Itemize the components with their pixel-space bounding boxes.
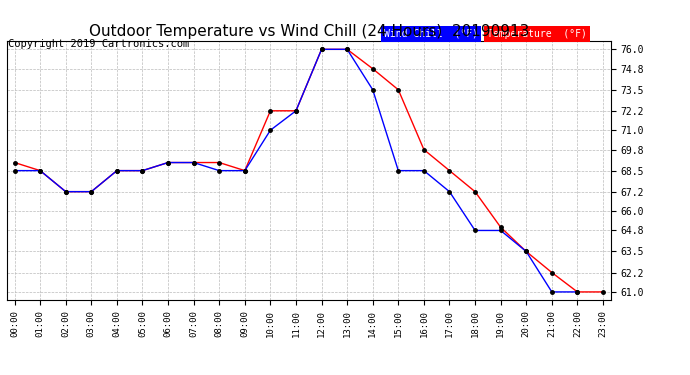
Text: Copyright 2019 Cartronics.com: Copyright 2019 Cartronics.com — [8, 39, 190, 50]
Text: Temperature  (°F): Temperature (°F) — [487, 28, 586, 39]
Title: Outdoor Temperature vs Wind Chill (24 Hours)  20190913: Outdoor Temperature vs Wind Chill (24 Ho… — [88, 24, 529, 39]
Text: Wind Chill  (°F): Wind Chill (°F) — [384, 28, 478, 39]
